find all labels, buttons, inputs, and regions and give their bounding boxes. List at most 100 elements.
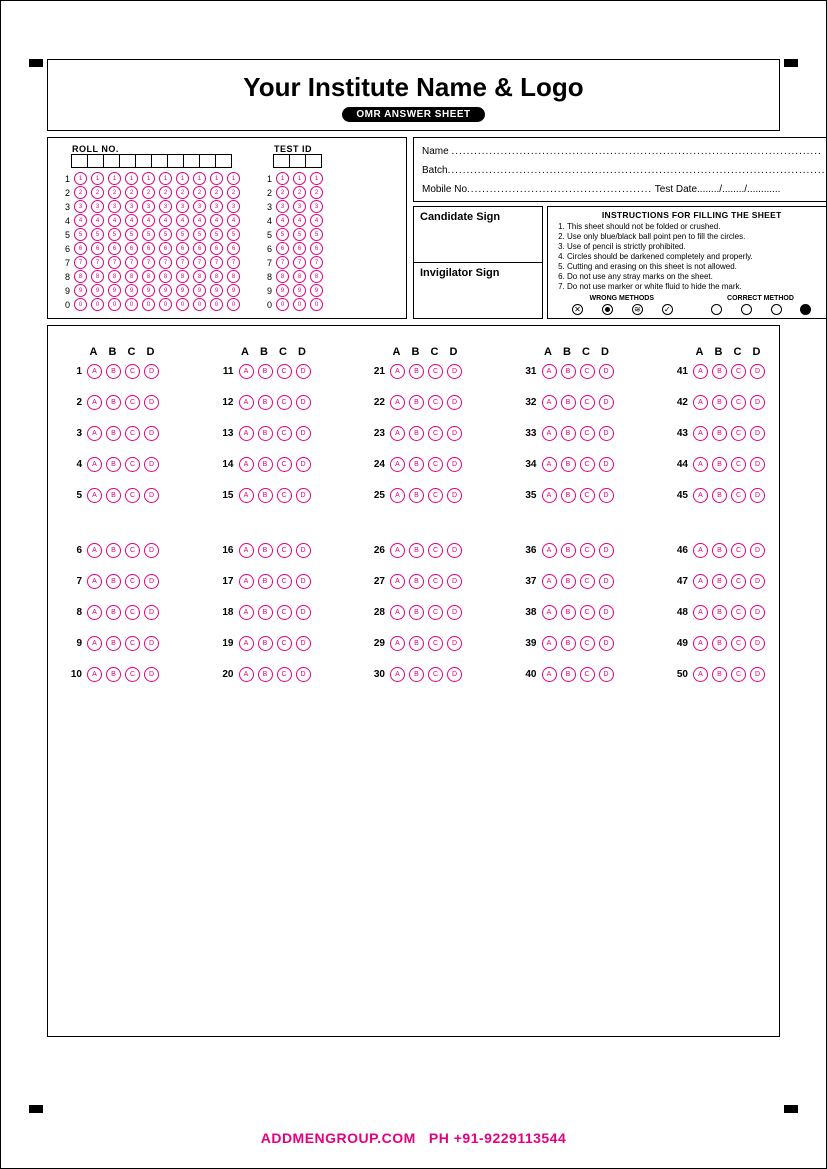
header-box: Your Institute Name & Logo OMR ANSWER SH… <box>47 59 780 131</box>
digit-bubble: 5 <box>276 228 289 241</box>
digit-bubble: 1 <box>176 172 189 185</box>
answer-bubble: B <box>712 364 727 379</box>
instructions-list: This sheet should not be folded or crush… <box>567 222 827 292</box>
answer-bubble: C <box>277 364 292 379</box>
answer-row: 10ABCD <box>60 667 161 682</box>
digit-row: 77777777777 <box>58 256 242 269</box>
answer-row: 31ABCD <box>515 364 616 379</box>
option-label: D <box>293 346 312 358</box>
question-number: 36 <box>515 545 537 556</box>
digit-bubble: 9 <box>193 284 206 297</box>
batch-field: Batch...................................… <box>422 165 825 176</box>
answer-bubble: B <box>409 574 424 589</box>
answer-bubble: D <box>296 543 311 558</box>
digit-bubble: 6 <box>159 242 172 255</box>
testid-cell <box>273 154 290 168</box>
answer-row: 18ABCD <box>212 605 313 620</box>
digit-bubble: 5 <box>142 228 155 241</box>
digit-bubble: 6 <box>91 242 104 255</box>
question-number: 6 <box>60 545 82 556</box>
digit-bubble: 7 <box>310 256 323 269</box>
option-label: D <box>747 346 766 358</box>
answer-bubble: C <box>731 457 746 472</box>
question-number: 17 <box>212 576 234 587</box>
question-number: 43 <box>666 428 688 439</box>
answer-bubble: C <box>731 488 746 503</box>
digit-bubble: 9 <box>159 284 172 297</box>
digit-label: 3 <box>260 202 272 212</box>
answer-row: 36ABCD <box>515 543 616 558</box>
answer-bubble: C <box>428 364 443 379</box>
answer-bubble: C <box>580 667 595 682</box>
digit-row: 88888888888 <box>58 270 242 283</box>
answer-bubble: C <box>125 605 140 620</box>
digit-bubble: 8 <box>210 270 223 283</box>
digit-label: 8 <box>58 272 70 282</box>
answer-bubble: B <box>712 457 727 472</box>
option-label: C <box>122 346 141 358</box>
answer-bubble: C <box>125 636 140 651</box>
answer-row: 12ABCD <box>212 395 313 410</box>
answer-row: 28ABCD <box>363 605 464 620</box>
answer-bubble: C <box>731 543 746 558</box>
digit-bubble: 1 <box>276 172 289 185</box>
digit-bubble: 4 <box>176 214 189 227</box>
roll-cell <box>119 154 136 168</box>
digit-bubble: 0 <box>310 298 323 311</box>
roll-cell <box>87 154 104 168</box>
digit-bubble: 5 <box>176 228 189 241</box>
answer-bubble: A <box>390 488 405 503</box>
answer-bubble: D <box>144 543 159 558</box>
digit-bubble: 0 <box>227 298 240 311</box>
digit-row: 55555555555 <box>58 228 242 241</box>
question-number: 7 <box>60 576 82 587</box>
answer-bubble: D <box>296 364 311 379</box>
digit-bubble: 0 <box>210 298 223 311</box>
answer-row: 49ABCD <box>666 636 767 651</box>
digit-label: 4 <box>58 216 70 226</box>
answer-bubble: C <box>731 395 746 410</box>
digit-bubble: 7 <box>125 256 138 269</box>
answer-bubble: B <box>258 395 273 410</box>
digit-bubble: 9 <box>125 284 138 297</box>
answer-bubble: A <box>239 543 254 558</box>
answer-bubble: B <box>258 364 273 379</box>
answer-row: 19ABCD <box>212 636 313 651</box>
answer-bubble: B <box>258 667 273 682</box>
correct-empty-icon <box>741 304 752 315</box>
digit-row: 33333333333 <box>58 200 242 213</box>
roll-cell <box>103 154 120 168</box>
answer-bubble: B <box>258 488 273 503</box>
answer-bubble: C <box>277 457 292 472</box>
answer-bubble: B <box>258 636 273 651</box>
answer-row: 27ABCD <box>363 574 464 589</box>
answer-bubble: D <box>447 457 462 472</box>
digit-label: 9 <box>260 286 272 296</box>
instruction-item: Do not use any stray marks on the sheet. <box>567 272 827 282</box>
digit-bubble: 2 <box>125 186 138 199</box>
digit-row: 1111 <box>260 172 325 185</box>
answer-column: ABCD21ABCD22ABCD23ABCD24ABCD25ABCD26ABCD… <box>363 346 464 698</box>
answer-row: 43ABCD <box>666 426 767 441</box>
answer-row: 3ABCD <box>60 426 161 441</box>
answer-bubble: A <box>87 636 102 651</box>
digit-bubble: 5 <box>227 228 240 241</box>
digit-bubble: 3 <box>293 200 306 213</box>
digit-bubble: 6 <box>227 242 240 255</box>
option-label: D <box>141 346 160 358</box>
digit-bubble: 1 <box>74 172 87 185</box>
answer-bubble: B <box>561 543 576 558</box>
digit-bubble: 4 <box>108 214 121 227</box>
digit-bubble: 6 <box>142 242 155 255</box>
digit-bubble: 3 <box>142 200 155 213</box>
answer-bubble: D <box>296 574 311 589</box>
answer-row: 47ABCD <box>666 574 767 589</box>
answer-bubble: A <box>542 574 557 589</box>
answer-bubble: A <box>87 457 102 472</box>
answer-bubble: C <box>731 667 746 682</box>
digit-bubble: 9 <box>74 284 87 297</box>
answer-header: ABCD <box>84 346 161 358</box>
digit-label: 5 <box>58 230 70 240</box>
answer-row: 14ABCD <box>212 457 313 472</box>
answer-row: 34ABCD <box>515 457 616 472</box>
